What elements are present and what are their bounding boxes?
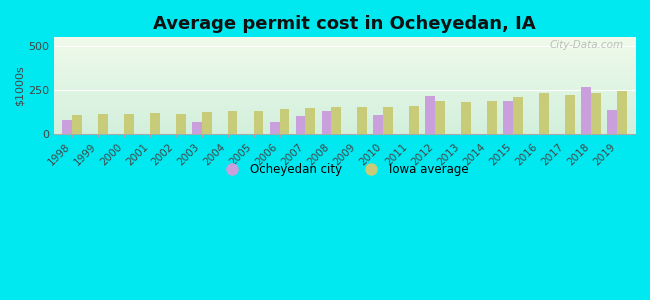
Bar [565,95,575,134]
Bar [270,122,280,134]
Bar [513,97,523,134]
Bar [254,111,263,134]
Bar [617,91,627,134]
Bar [487,100,497,134]
Bar [124,114,134,134]
Bar [280,109,289,134]
Bar [306,107,315,134]
Bar [227,111,237,134]
Text: City-Data.com: City-Data.com [549,40,623,50]
Bar [539,94,549,134]
Bar [591,93,601,134]
Bar [607,110,617,134]
Bar [202,112,211,134]
Bar [374,116,383,134]
Bar [150,113,160,134]
Bar [436,101,445,134]
Title: Average permit cost in Ocheyedan, IA: Average permit cost in Ocheyedan, IA [153,15,536,33]
Bar [358,107,367,134]
Bar [192,122,202,134]
Bar [98,114,108,134]
Bar [384,107,393,134]
Bar [410,106,419,134]
Bar [296,116,306,134]
Bar [176,114,186,134]
Bar [72,115,82,134]
Bar [503,101,513,134]
Bar [425,96,436,134]
Bar [332,107,341,134]
Legend: Ocheyedan city, Iowa average: Ocheyedan city, Iowa average [215,159,473,181]
Bar [62,120,72,134]
Bar [322,111,332,134]
Y-axis label: $1000s: $1000s [15,65,25,106]
Bar [461,102,471,134]
Bar [581,87,591,134]
